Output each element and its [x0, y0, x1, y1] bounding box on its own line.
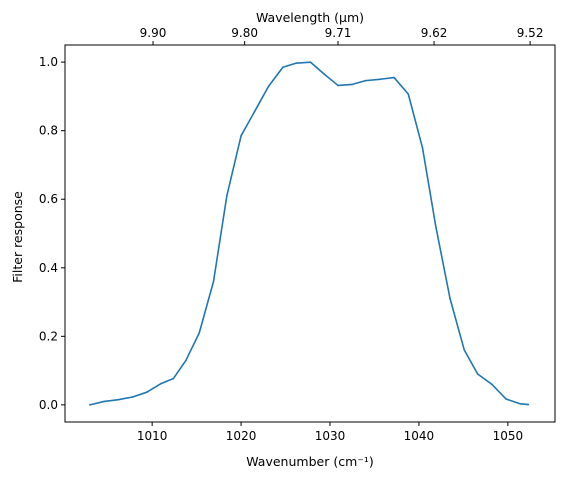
- top-axis-label: Wavelength (μm): [256, 10, 364, 25]
- top-tick-label: 9.62: [421, 26, 448, 40]
- data-point: [253, 111, 256, 113]
- data-point: [393, 76, 395, 79]
- x-tick-label: 1040: [404, 429, 435, 443]
- data-point: [491, 383, 493, 386]
- x-tick-label: 1050: [493, 429, 524, 443]
- data-point: [463, 349, 466, 351]
- data-point: [146, 391, 148, 393]
- data-point: [449, 297, 451, 300]
- plot-layer: [89, 61, 530, 406]
- axes-frame: [64, 44, 556, 423]
- data-point: [185, 359, 187, 362]
- x-tick-label: 1010: [137, 429, 168, 443]
- data-point: [322, 72, 325, 75]
- data-point: [421, 147, 424, 149]
- data-point: [519, 403, 522, 405]
- data-point: [309, 61, 312, 63]
- x-tick-label: 1030: [315, 429, 346, 443]
- top-tick-label: 9.80: [231, 26, 258, 40]
- y-tick-label: 0.0: [39, 398, 58, 412]
- data-point: [282, 66, 284, 69]
- data-point: [117, 398, 120, 401]
- data-point: [435, 225, 437, 228]
- data-point: [131, 396, 134, 398]
- data-point: [172, 377, 175, 380]
- data-point: [160, 382, 162, 385]
- data-point: [476, 373, 479, 375]
- y-axis-label: Filter response: [10, 191, 25, 283]
- y-tick-label: 0.8: [39, 124, 58, 138]
- axes-layer: 1010 1020 1030 1040 1050 0.0 0.2 0.4 0.6 0.8 1.0 9.…: [39, 26, 556, 443]
- data-point: [212, 280, 215, 283]
- data-point: [226, 195, 228, 197]
- y-tick-label: 1.0: [39, 55, 58, 69]
- top-tick-label: 9.71: [325, 26, 352, 40]
- data-point: [89, 404, 91, 406]
- data-point: [379, 78, 381, 81]
- data-point: [527, 403, 530, 406]
- data-point: [337, 84, 339, 87]
- x-tick-label: 1020: [226, 429, 257, 443]
- y-tick-label: 0.6: [39, 192, 58, 206]
- y-tick-label: 0.4: [39, 261, 58, 275]
- x-axis-label: Wavenumber (cm⁻¹): [246, 454, 373, 469]
- data-point: [364, 79, 367, 82]
- data-point: [267, 85, 270, 87]
- data-point: [407, 93, 410, 95]
- data-point: [103, 400, 105, 403]
- data-point: [505, 398, 507, 400]
- data-point: [295, 62, 298, 64]
- top-tick-label: 9.52: [517, 26, 544, 40]
- data-point: [351, 83, 354, 86]
- y-tick-label: 0.2: [39, 329, 58, 343]
- data-point: [240, 135, 242, 137]
- data-point: [198, 332, 201, 334]
- top-tick-label: 9.90: [140, 26, 167, 40]
